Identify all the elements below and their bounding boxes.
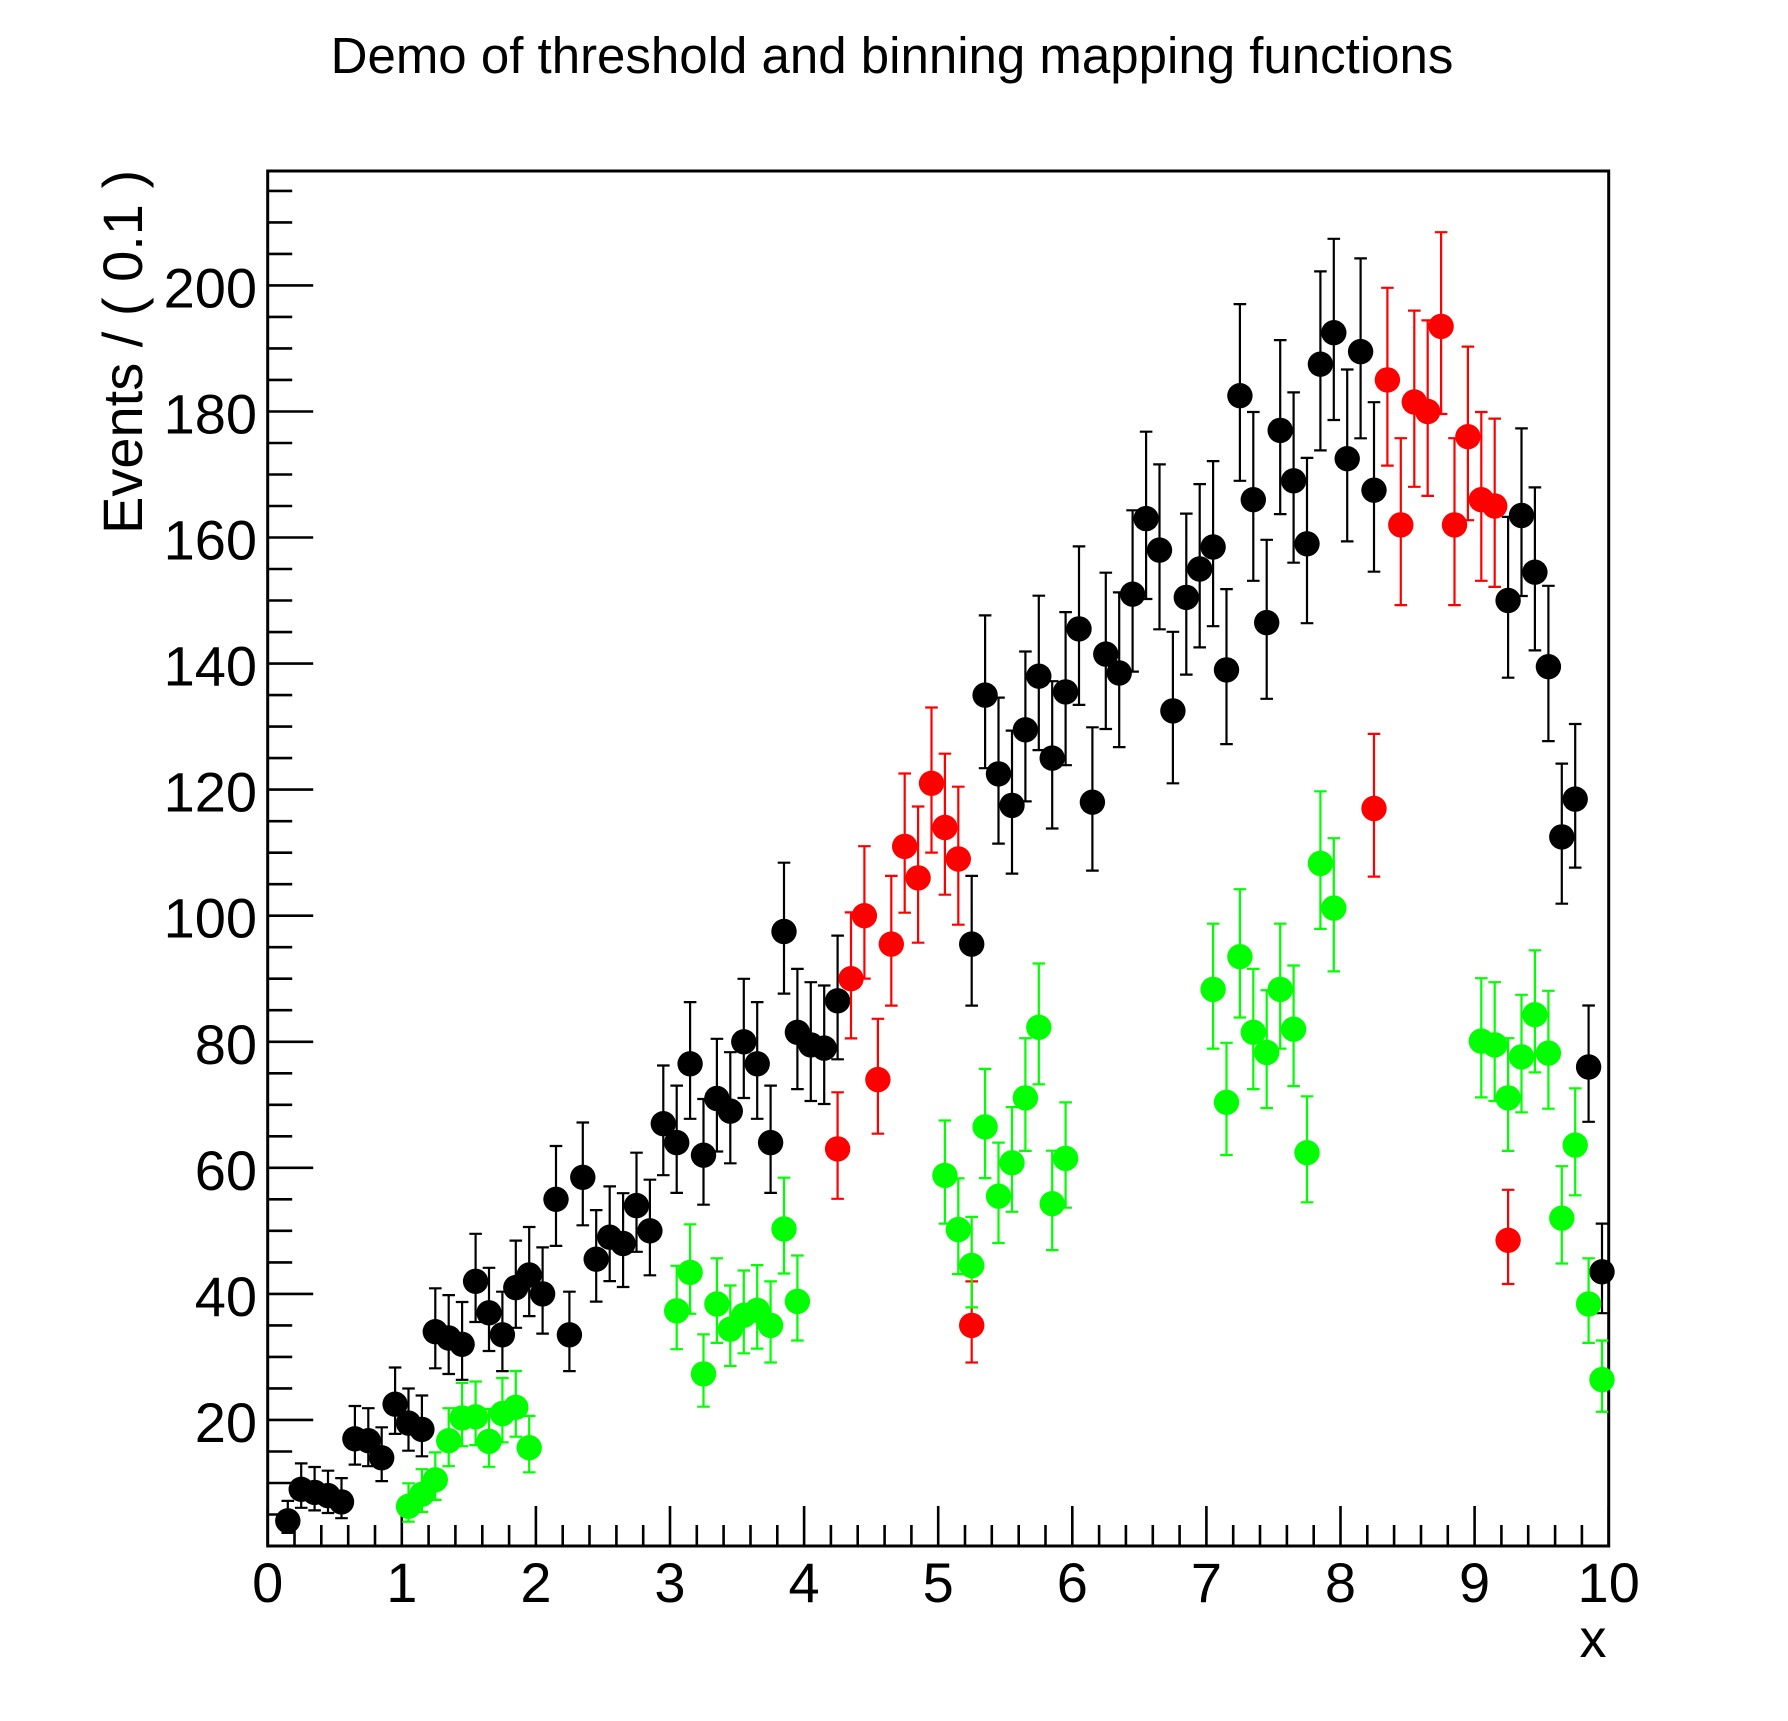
svg-text:60: 60 — [195, 1139, 257, 1202]
svg-text:120: 120 — [164, 761, 257, 824]
svg-text:7: 7 — [1191, 1551, 1222, 1614]
svg-text:0: 0 — [252, 1551, 283, 1614]
svg-text:x: x — [1580, 1609, 1607, 1669]
svg-text:2: 2 — [520, 1551, 551, 1614]
svg-text:40: 40 — [195, 1265, 257, 1328]
svg-text:Events / ( 0.1 ): Events / ( 0.1 ) — [91, 170, 154, 534]
svg-text:5: 5 — [923, 1551, 954, 1614]
svg-text:6: 6 — [1057, 1551, 1088, 1614]
svg-text:10: 10 — [1578, 1551, 1640, 1614]
svg-text:80: 80 — [195, 1013, 257, 1076]
svg-text:200: 200 — [164, 256, 257, 319]
svg-text:180: 180 — [164, 383, 257, 446]
svg-text:Demo of threshold and binning: Demo of threshold and binning mapping fu… — [331, 27, 1454, 84]
svg-text:140: 140 — [164, 635, 257, 698]
svg-text:4: 4 — [789, 1551, 820, 1614]
svg-text:100: 100 — [164, 887, 257, 950]
svg-text:9: 9 — [1459, 1551, 1490, 1614]
svg-text:1: 1 — [386, 1551, 417, 1614]
svg-text:3: 3 — [654, 1551, 685, 1614]
svg-text:160: 160 — [164, 509, 257, 572]
svg-text:8: 8 — [1325, 1551, 1356, 1614]
svg-text:20: 20 — [195, 1391, 257, 1454]
